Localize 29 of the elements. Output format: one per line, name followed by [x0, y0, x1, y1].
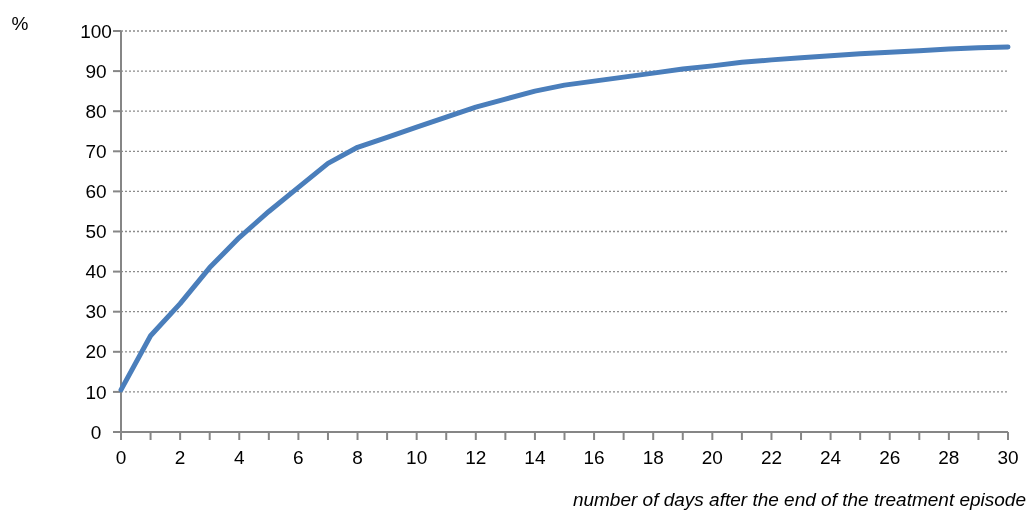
y-tick-label: 100 [80, 20, 112, 42]
y-tick-label: 70 [85, 140, 107, 162]
y-tick-label: 60 [85, 181, 107, 203]
y-tick-label: 0 [90, 421, 102, 443]
x-tick-label: 8 [352, 447, 363, 468]
x-tick-label: 20 [701, 447, 723, 468]
x-tick-label: 30 [997, 447, 1019, 468]
x-tick-label: 18 [642, 447, 664, 468]
x-tick-label: 12 [465, 447, 487, 468]
x-tick-label: 14 [524, 447, 546, 468]
y-axis-title: % [11, 13, 29, 34]
x-tick-label: 26 [879, 447, 901, 468]
x-tick-label: 24 [820, 447, 842, 468]
x-tick-label: 0 [115, 447, 127, 468]
y-tick-label: 10 [85, 381, 107, 403]
y-tick-label: 30 [85, 301, 107, 323]
x-tick-label: 4 [233, 447, 245, 468]
x-tick-label: 2 [174, 447, 186, 468]
x-tick-label: 22 [760, 447, 783, 468]
x-tick-label: 6 [293, 447, 304, 468]
y-tick-label: 20 [85, 341, 107, 363]
y-tick-label: 50 [85, 221, 107, 243]
x-tick-label: 28 [938, 447, 960, 468]
x-tick-label: 10 [406, 447, 428, 468]
y-tick-label: 80 [85, 100, 107, 122]
x-axis-title: number of days after the end of the treatment episode [572, 489, 1026, 510]
x-tick-label: 16 [583, 447, 605, 468]
y-tick-label: 40 [85, 261, 107, 283]
y-tick-label: 90 [85, 60, 107, 82]
